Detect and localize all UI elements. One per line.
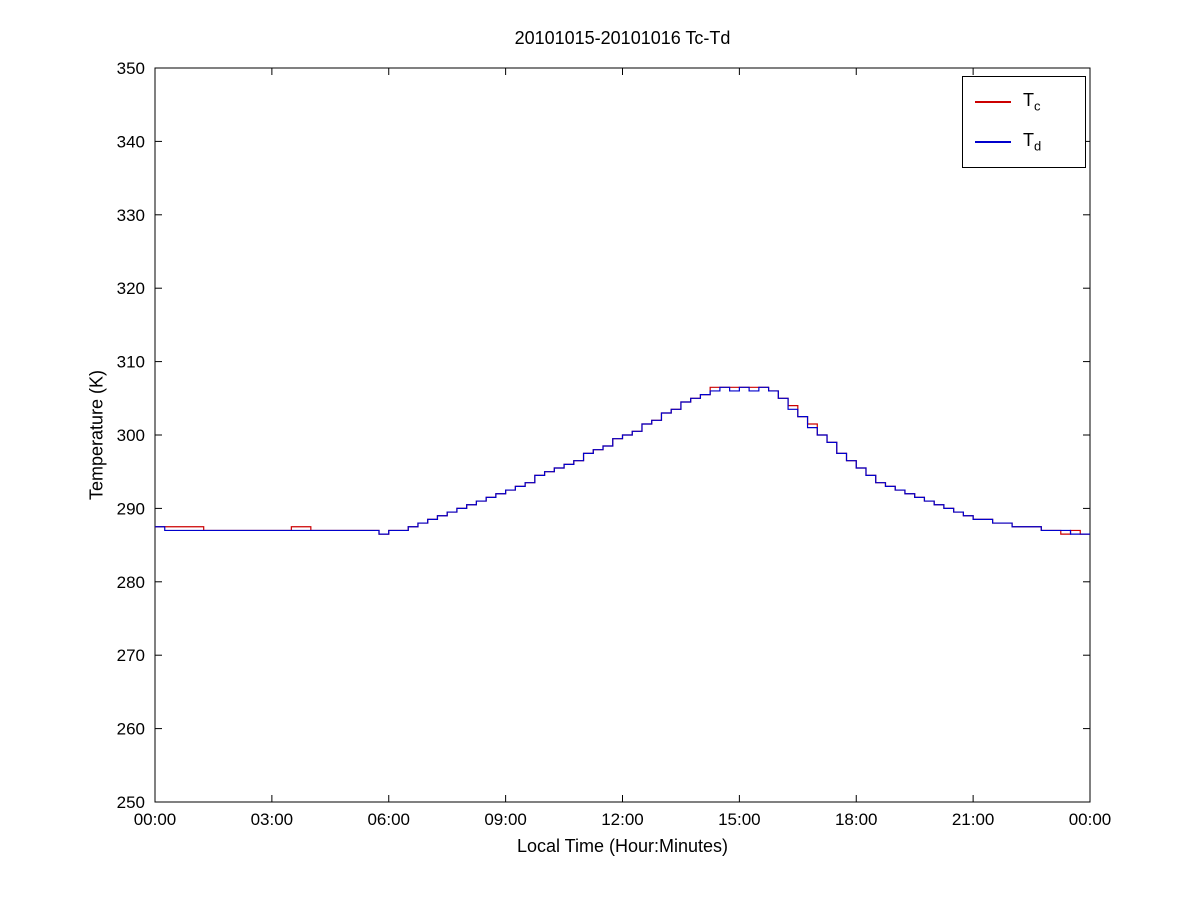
legend-entry-tc: Tc (963, 82, 1085, 122)
y-axis-label: Temperature (K) (86, 369, 107, 501)
series-line-td (155, 386, 1090, 535)
y-tick-label: 290 (117, 499, 145, 518)
y-tick-label: 280 (117, 573, 145, 592)
y-tick-label: 300 (117, 426, 145, 445)
y-tick-label: 320 (117, 279, 145, 298)
x-tick-label: 18:00 (835, 810, 878, 829)
legend-label-sub-td: d (1034, 138, 1042, 154)
legend: Tc Td (962, 76, 1086, 168)
y-tick-label: 340 (117, 132, 145, 151)
x-tick-label: 06:00 (367, 810, 410, 829)
y-tick-label: 350 (117, 59, 145, 78)
x-tick-label: 00:00 (1069, 810, 1112, 829)
legend-entry-td: Td (963, 122, 1085, 162)
x-tick-label: 15:00 (718, 810, 761, 829)
y-tick-label: 310 (117, 353, 145, 372)
x-tick-label: 00:00 (134, 810, 177, 829)
legend-line-sample-tc (975, 101, 1011, 103)
y-tick-label: 270 (117, 646, 145, 665)
x-tick-label: 09:00 (484, 810, 527, 829)
series-line-tc (155, 386, 1090, 535)
legend-entry-label-tc: Tc (1023, 90, 1041, 114)
y-tick-label: 330 (117, 206, 145, 225)
legend-label-main-tc: T (1023, 90, 1034, 111)
legend-line-sample-td (975, 141, 1011, 143)
x-tick-label: 21:00 (952, 810, 995, 829)
x-tick-label: 12:00 (601, 810, 644, 829)
legend-label-main-td: T (1023, 130, 1034, 151)
chart-title: 20101015-20101016 Tc-Td (514, 28, 731, 48)
y-tick-label: 250 (117, 793, 145, 812)
legend-label-sub-tc: c (1034, 98, 1041, 114)
x-axis-label: Local Time (Hour:Minutes) (516, 836, 729, 856)
legend-entry-label-td: Td (1023, 130, 1041, 154)
x-tick-label: 03:00 (251, 810, 294, 829)
y-tick-label: 260 (117, 720, 145, 739)
